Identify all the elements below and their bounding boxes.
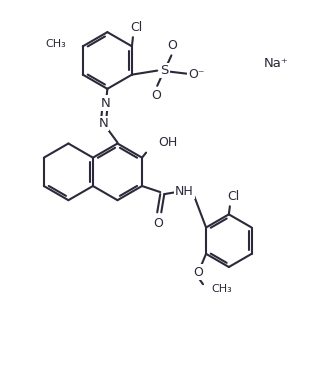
Text: O⁻: O⁻	[189, 68, 205, 81]
Text: O: O	[153, 217, 163, 230]
Text: N: N	[100, 97, 110, 110]
Text: O: O	[167, 39, 177, 52]
Text: Na⁺: Na⁺	[264, 57, 289, 70]
Text: Cl: Cl	[130, 21, 142, 34]
Text: CH₃: CH₃	[211, 284, 232, 294]
Text: N: N	[99, 117, 108, 130]
Text: O: O	[151, 90, 161, 102]
Text: CH₃: CH₃	[46, 39, 67, 49]
Text: Cl: Cl	[227, 190, 239, 203]
Text: OH: OH	[158, 136, 177, 149]
Text: O: O	[193, 266, 203, 279]
Text: S: S	[160, 64, 168, 77]
Text: NH: NH	[175, 185, 194, 198]
